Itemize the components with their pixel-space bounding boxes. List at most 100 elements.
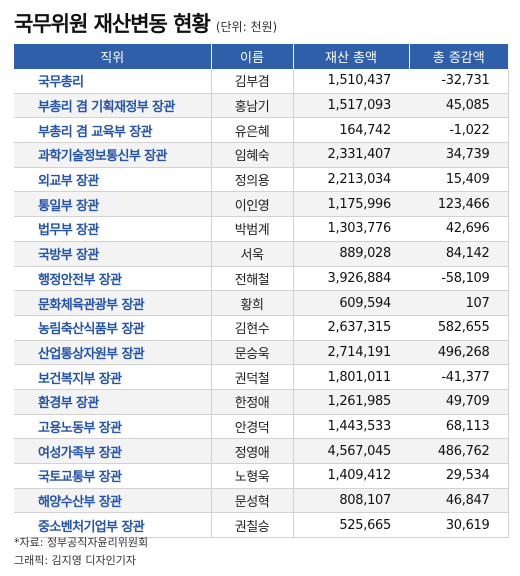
cell-total-assets: 1,303,776	[293, 216, 409, 242]
cell-position: 해양수산부 장관	[14, 488, 211, 514]
cell-total-assets: 1,175,996	[293, 191, 409, 218]
cell-change: 486,762	[409, 438, 509, 464]
cell-change: 107	[409, 290, 509, 316]
cell-change: -41,377	[409, 364, 509, 390]
cell-position: 과학기술정보통신부 장관	[14, 142, 211, 168]
cell-change: 46,847	[409, 488, 509, 514]
cell-change: 68,113	[409, 414, 509, 440]
title-bar: 국무위원 재산변동 현황 (단위: 천원)	[14, 8, 277, 42]
table-row: 환경부 장관 한정애 1,261,985 49,709	[14, 389, 509, 415]
table-row: 국방부 장관 서욱 889,028 84,142	[14, 241, 509, 267]
cell-change: 582,655	[409, 315, 509, 341]
cell-total-assets: 525,665	[293, 512, 409, 539]
cell-name: 문성혁	[210, 488, 294, 514]
cell-total-assets: 889,028	[293, 241, 409, 267]
cell-total-assets: 1,409,412	[293, 463, 409, 489]
source-note: *자료: 정부공직자윤리위원회	[14, 536, 149, 549]
cell-position: 여성가족부 장관	[14, 438, 211, 464]
cell-position: 부총리 겸 기획재정부 장관	[14, 93, 211, 119]
page-title: 국무위원 재산변동 현황	[14, 12, 211, 36]
cell-change: -32,731	[409, 69, 509, 94]
cell-total-assets: 808,107	[293, 488, 409, 514]
cell-name: 정영애	[210, 438, 294, 464]
cell-change: 45,085	[409, 93, 509, 119]
cell-change: 29,534	[409, 463, 509, 489]
table-row: 농림축산식품부 장관 김현수 2,637,315 582,655	[14, 315, 509, 341]
table-row: 과학기술정보통신부 장관 임혜숙 2,331,407 34,739	[14, 142, 509, 168]
graphic-credit: 그래픽: 김지영 디자인기자	[14, 554, 137, 567]
cell-name: 권칠승	[210, 512, 294, 539]
column-header-total: 재산 총액	[292, 44, 409, 69]
table-row: 국토교통부 장관 노형욱 1,409,412 29,534	[14, 463, 509, 489]
cell-position: 보건복지부 장관	[14, 364, 211, 390]
cell-change: 42,696	[409, 216, 509, 242]
cell-position: 국무총리	[14, 69, 211, 94]
cell-position: 외교부 장관	[14, 167, 211, 193]
cell-name: 서욱	[210, 241, 294, 267]
table-row: 법무부 장관 박범계 1,303,776 42,696	[14, 216, 509, 242]
table-row: 중소벤처기업부 장관 권칠승 525,665 30,619	[14, 512, 509, 539]
table-row: 행정안전부 장관 전해철 3,926,884 -58,109	[14, 266, 509, 292]
table-row: 해양수산부 장관 문성혁 808,107 46,847	[14, 488, 509, 514]
cell-total-assets: 609,594	[293, 290, 409, 316]
cell-total-assets: 1,517,093	[293, 93, 409, 119]
cell-position: 부총리 겸 교육부 장관	[14, 117, 211, 144]
table-body: 국무총리 김부겸 1,510,437 -32,731 부총리 겸 기획재정부 장관 홍남기…	[14, 69, 509, 539]
cell-change: 15,409	[409, 167, 509, 193]
cell-name: 임혜숙	[210, 142, 294, 168]
cell-position: 중소벤처기업부 장관	[14, 512, 211, 539]
table-row: 부총리 겸 기획재정부 장관 홍남기 1,517,093 45,085	[14, 93, 509, 119]
unit-label: (단위: 천원)	[215, 20, 278, 34]
cell-total-assets: 1,443,533	[293, 414, 409, 440]
cell-total-assets: 2,714,191	[293, 340, 409, 366]
cell-total-assets: 1,261,985	[293, 389, 409, 415]
cell-change: 34,739	[409, 142, 509, 168]
table-header-row: 직위 이름 재산 총액 총 증감액	[14, 44, 508, 69]
cell-name: 김현수	[210, 315, 294, 341]
cell-name: 안경덕	[210, 414, 294, 440]
cell-position: 법무부 장관	[14, 216, 211, 242]
cell-name: 권덕철	[210, 364, 294, 390]
column-header-position: 직위	[14, 44, 211, 69]
cell-name: 이인영	[210, 191, 294, 218]
cell-name: 홍남기	[210, 93, 294, 119]
cell-change: -1,022	[409, 117, 509, 144]
cell-position: 산업통상자원부 장관	[14, 340, 211, 366]
cell-total-assets: 2,213,034	[293, 167, 409, 193]
cell-position: 통일부 장관	[14, 191, 211, 218]
cell-change: 123,466	[409, 191, 509, 218]
cell-position: 국방부 장관	[14, 241, 211, 267]
cell-change: 84,142	[409, 241, 509, 267]
cell-total-assets: 3,926,884	[293, 266, 409, 292]
table-row: 고용노동부 장관 안경덕 1,443,533 68,113	[14, 414, 509, 440]
cell-name: 노형욱	[210, 463, 294, 489]
cell-position: 국토교통부 장관	[14, 463, 211, 489]
column-header-name: 이름	[210, 44, 293, 69]
cell-position: 농림축산식품부 장관	[14, 315, 211, 341]
table-row: 여성가족부 장관 정영애 4,567,045 486,762	[14, 438, 509, 464]
table-row: 외교부 장관 정의용 2,213,034 15,409	[14, 167, 509, 193]
table-row: 국무총리 김부겸 1,510,437 -32,731	[14, 69, 509, 94]
cell-name: 박범계	[210, 216, 294, 242]
cell-position: 고용노동부 장관	[14, 414, 211, 440]
cell-position: 행정안전부 장관	[14, 266, 211, 292]
cell-name: 전해철	[210, 266, 294, 292]
column-header-change: 총 증감액	[408, 44, 508, 69]
table-row: 부총리 겸 교육부 장관 유은혜 164,742 -1,022	[14, 117, 509, 144]
cell-change: 496,268	[409, 340, 509, 366]
cell-total-assets: 1,801,011	[293, 364, 409, 390]
table-row: 산업통상자원부 장관 문승욱 2,714,191 496,268	[14, 340, 509, 366]
cell-total-assets: 164,742	[293, 117, 409, 144]
cell-position: 문화체육관광부 장관	[14, 290, 211, 316]
cell-change: -58,109	[409, 266, 509, 292]
table-row: 문화체육관광부 장관 황희 609,594 107	[14, 290, 509, 316]
cell-total-assets: 2,331,407	[293, 142, 409, 168]
cell-position: 환경부 장관	[14, 389, 211, 415]
cell-name: 김부겸	[210, 69, 294, 94]
table-row: 통일부 장관 이인영 1,175,996 123,466	[14, 191, 509, 218]
cell-change: 30,619	[409, 512, 509, 539]
cell-total-assets: 4,567,045	[293, 438, 409, 464]
cell-name: 유은혜	[210, 117, 294, 144]
cell-total-assets: 2,637,315	[293, 315, 409, 341]
cell-name: 한정애	[210, 389, 294, 415]
